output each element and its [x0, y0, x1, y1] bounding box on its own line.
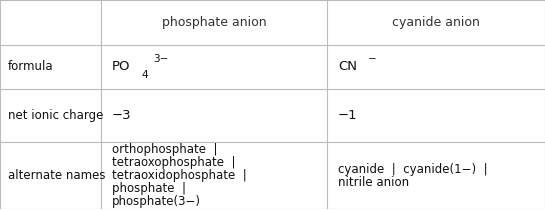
- Text: formula: formula: [8, 60, 54, 74]
- Text: nitrile anion: nitrile anion: [338, 176, 409, 189]
- Text: tetraoxophosphate  |: tetraoxophosphate |: [112, 156, 235, 169]
- Text: phosphate  |: phosphate |: [112, 182, 186, 195]
- Text: −: −: [368, 54, 377, 64]
- Text: cyanide anion: cyanide anion: [392, 16, 480, 29]
- Text: CN: CN: [338, 60, 357, 74]
- Text: net ionic charge: net ionic charge: [8, 109, 104, 122]
- Text: phosphate anion: phosphate anion: [162, 16, 266, 29]
- Text: alternate names: alternate names: [8, 169, 106, 182]
- Text: orthophosphate  |: orthophosphate |: [112, 143, 217, 156]
- Text: PO: PO: [112, 60, 130, 74]
- Text: −1: −1: [338, 109, 358, 122]
- Text: 3−: 3−: [153, 54, 168, 64]
- Text: phosphate(3−): phosphate(3−): [112, 195, 201, 208]
- Text: 4: 4: [142, 70, 148, 80]
- Text: tetraoxidophosphate  |: tetraoxidophosphate |: [112, 169, 246, 182]
- Text: cyanide  |  cyanide(1−)  |: cyanide | cyanide(1−) |: [338, 163, 488, 176]
- Text: −3: −3: [112, 109, 131, 122]
